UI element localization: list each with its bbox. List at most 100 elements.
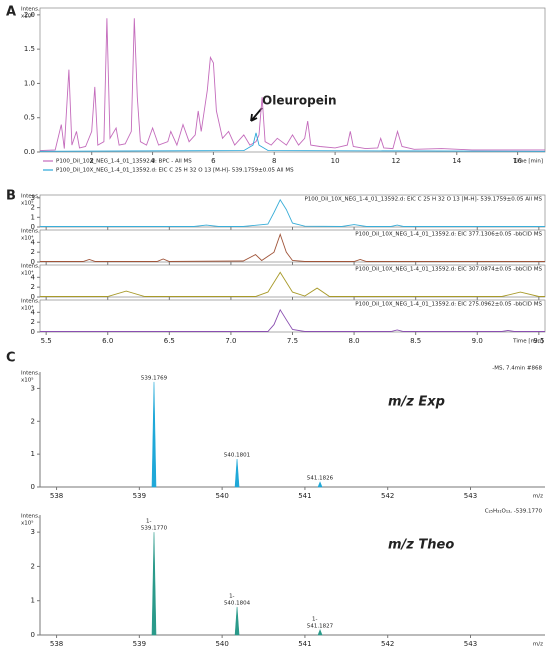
y-axis-unit: x10⁸	[21, 13, 34, 20]
y-axis-label: Intens.	[21, 194, 40, 200]
y-tick-label: 3	[31, 384, 35, 392]
x-tick-label: 542	[381, 492, 394, 500]
y-axis-label: Intens.	[21, 371, 40, 377]
y-axis-label: Intens.	[21, 264, 40, 270]
y-tick-label: 0	[31, 223, 35, 231]
y-tick-label: 0	[31, 328, 35, 336]
y-axis-label: Intens.	[21, 514, 40, 520]
x-tick-label: 7.5	[287, 337, 298, 345]
y-tick-label: 0	[31, 483, 35, 491]
charge-label: 1-	[229, 593, 234, 599]
x-axis-label: m/z	[533, 642, 543, 648]
y-tick-label: 1	[31, 450, 35, 458]
trace	[40, 233, 545, 262]
y-tick-label: 3	[31, 528, 35, 536]
y-tick-label: 2	[31, 248, 35, 256]
peak	[234, 459, 240, 488]
annotation: m/z Theo	[388, 538, 454, 553]
y-tick-label: 2	[31, 417, 35, 425]
y-tick-label: 0	[31, 631, 35, 639]
peak-label: 539.1770	[141, 526, 168, 532]
x-tick-label: 2	[89, 157, 93, 165]
y-tick-label: 2	[31, 204, 35, 212]
subplot-title: P100_Dil_10X_NEG_1-4_01_13592.d: EIC 377…	[355, 232, 542, 238]
x-tick-label: 541	[298, 492, 311, 500]
y-tick-label: 3	[31, 194, 35, 202]
peak-label: 540.1801	[224, 453, 250, 459]
plot-frame	[39, 7, 546, 153]
y-axis-label: Intens.	[21, 7, 40, 13]
spectrum-header: -MS, 7.4min #868	[492, 366, 542, 372]
x-tick-label: 538	[50, 640, 63, 648]
subplot-title: P100_Dil_10X_NEG_1-4_01_13592.d: EIC C 2…	[304, 197, 542, 203]
x-tick-label: 9.5	[533, 337, 544, 345]
x-tick-label: 543	[464, 640, 477, 648]
y-axis-unit: x10⁴	[21, 235, 34, 242]
x-tick-label: 8.0	[349, 337, 360, 345]
trace	[40, 198, 545, 227]
peak	[151, 532, 157, 636]
peak	[317, 629, 323, 636]
trace	[39, 132, 546, 152]
y-tick-label: 1.5	[24, 45, 35, 53]
y-tick-label: 0.5	[24, 114, 35, 122]
y-tick-label: 1	[31, 213, 35, 221]
y-tick-label: 0.0	[24, 148, 35, 156]
x-tick-label: 8	[272, 157, 276, 165]
peak-label: 541.1827	[307, 623, 334, 629]
peak-label: 541.1826	[307, 476, 334, 482]
peak	[234, 606, 240, 636]
x-tick-label: 8.5	[410, 337, 421, 345]
y-axis-unit: x10⁵	[21, 200, 33, 207]
y-tick-label: 2	[31, 283, 35, 291]
x-tick-label: 539	[133, 492, 146, 500]
x-tick-label: 14	[452, 157, 461, 165]
subplot-title: P100_Dil_10X_NEG_1-4_01_13592.d: EIC 275…	[355, 302, 542, 308]
charge-label: 1-	[146, 519, 151, 525]
y-tick-label: 0	[31, 258, 35, 266]
x-tick-label: 10	[331, 157, 340, 165]
trace	[40, 308, 545, 332]
y-tick-label: 2	[31, 318, 35, 326]
trace	[39, 18, 545, 152]
x-tick-label: 538	[50, 492, 63, 500]
legend-label: P100_Dil_10X_NEG_1-4_01_13592.d: EIC C 2…	[56, 168, 294, 174]
y-axis-unit: x10⁴	[21, 270, 34, 277]
x-axis-label: Time [min]	[512, 339, 543, 345]
y-tick-label: 2	[31, 562, 35, 570]
x-tick-label: 539	[133, 640, 146, 648]
x-tick-label: 6	[211, 157, 216, 165]
peak-label: 539.1769	[141, 375, 168, 381]
x-tick-label: 4	[150, 157, 155, 165]
y-axis-unit: x10⁵	[21, 520, 33, 527]
x-tick-label: 7.0	[225, 337, 236, 345]
spectrum-header: C₂₅H₃₁O₁₃, -539.1770	[485, 509, 543, 515]
panel-label: C	[6, 351, 16, 366]
x-tick-label: 16	[513, 157, 522, 165]
y-axis-unit: x10⁵	[21, 377, 33, 384]
y-tick-label: 4	[31, 238, 36, 246]
x-tick-label: 9.0	[472, 337, 483, 345]
arrow	[250, 107, 263, 122]
y-tick-label: 1	[31, 597, 35, 605]
x-tick-label: 540	[215, 492, 228, 500]
x-tick-label: 542	[381, 640, 394, 648]
peak	[151, 381, 157, 488]
legend-label: P100_Dil_10X_NEG_1-4_01_13592.d: BPC - A…	[56, 159, 192, 165]
panel-label: B	[6, 189, 16, 204]
annotation: Oleuropein	[262, 94, 337, 108]
y-tick-label: 2.0	[24, 11, 35, 19]
panel-label: A	[6, 5, 16, 20]
peak-label: 540.1804	[224, 600, 251, 606]
x-tick-label: 12	[391, 157, 400, 165]
charge-label: 1-	[312, 616, 317, 622]
y-tick-label: 4	[31, 273, 36, 281]
x-tick-label: 540	[215, 640, 228, 648]
trace	[40, 271, 545, 297]
y-axis-label: Intens.	[21, 229, 40, 235]
x-tick-label: 6.5	[164, 337, 175, 345]
x-tick-label: 6.0	[102, 337, 113, 345]
y-axis-label: Intens.	[21, 299, 40, 305]
subplot-title: P100_Dil_10X_NEG_1-4_01_13592.d: EIC 307…	[355, 267, 542, 273]
